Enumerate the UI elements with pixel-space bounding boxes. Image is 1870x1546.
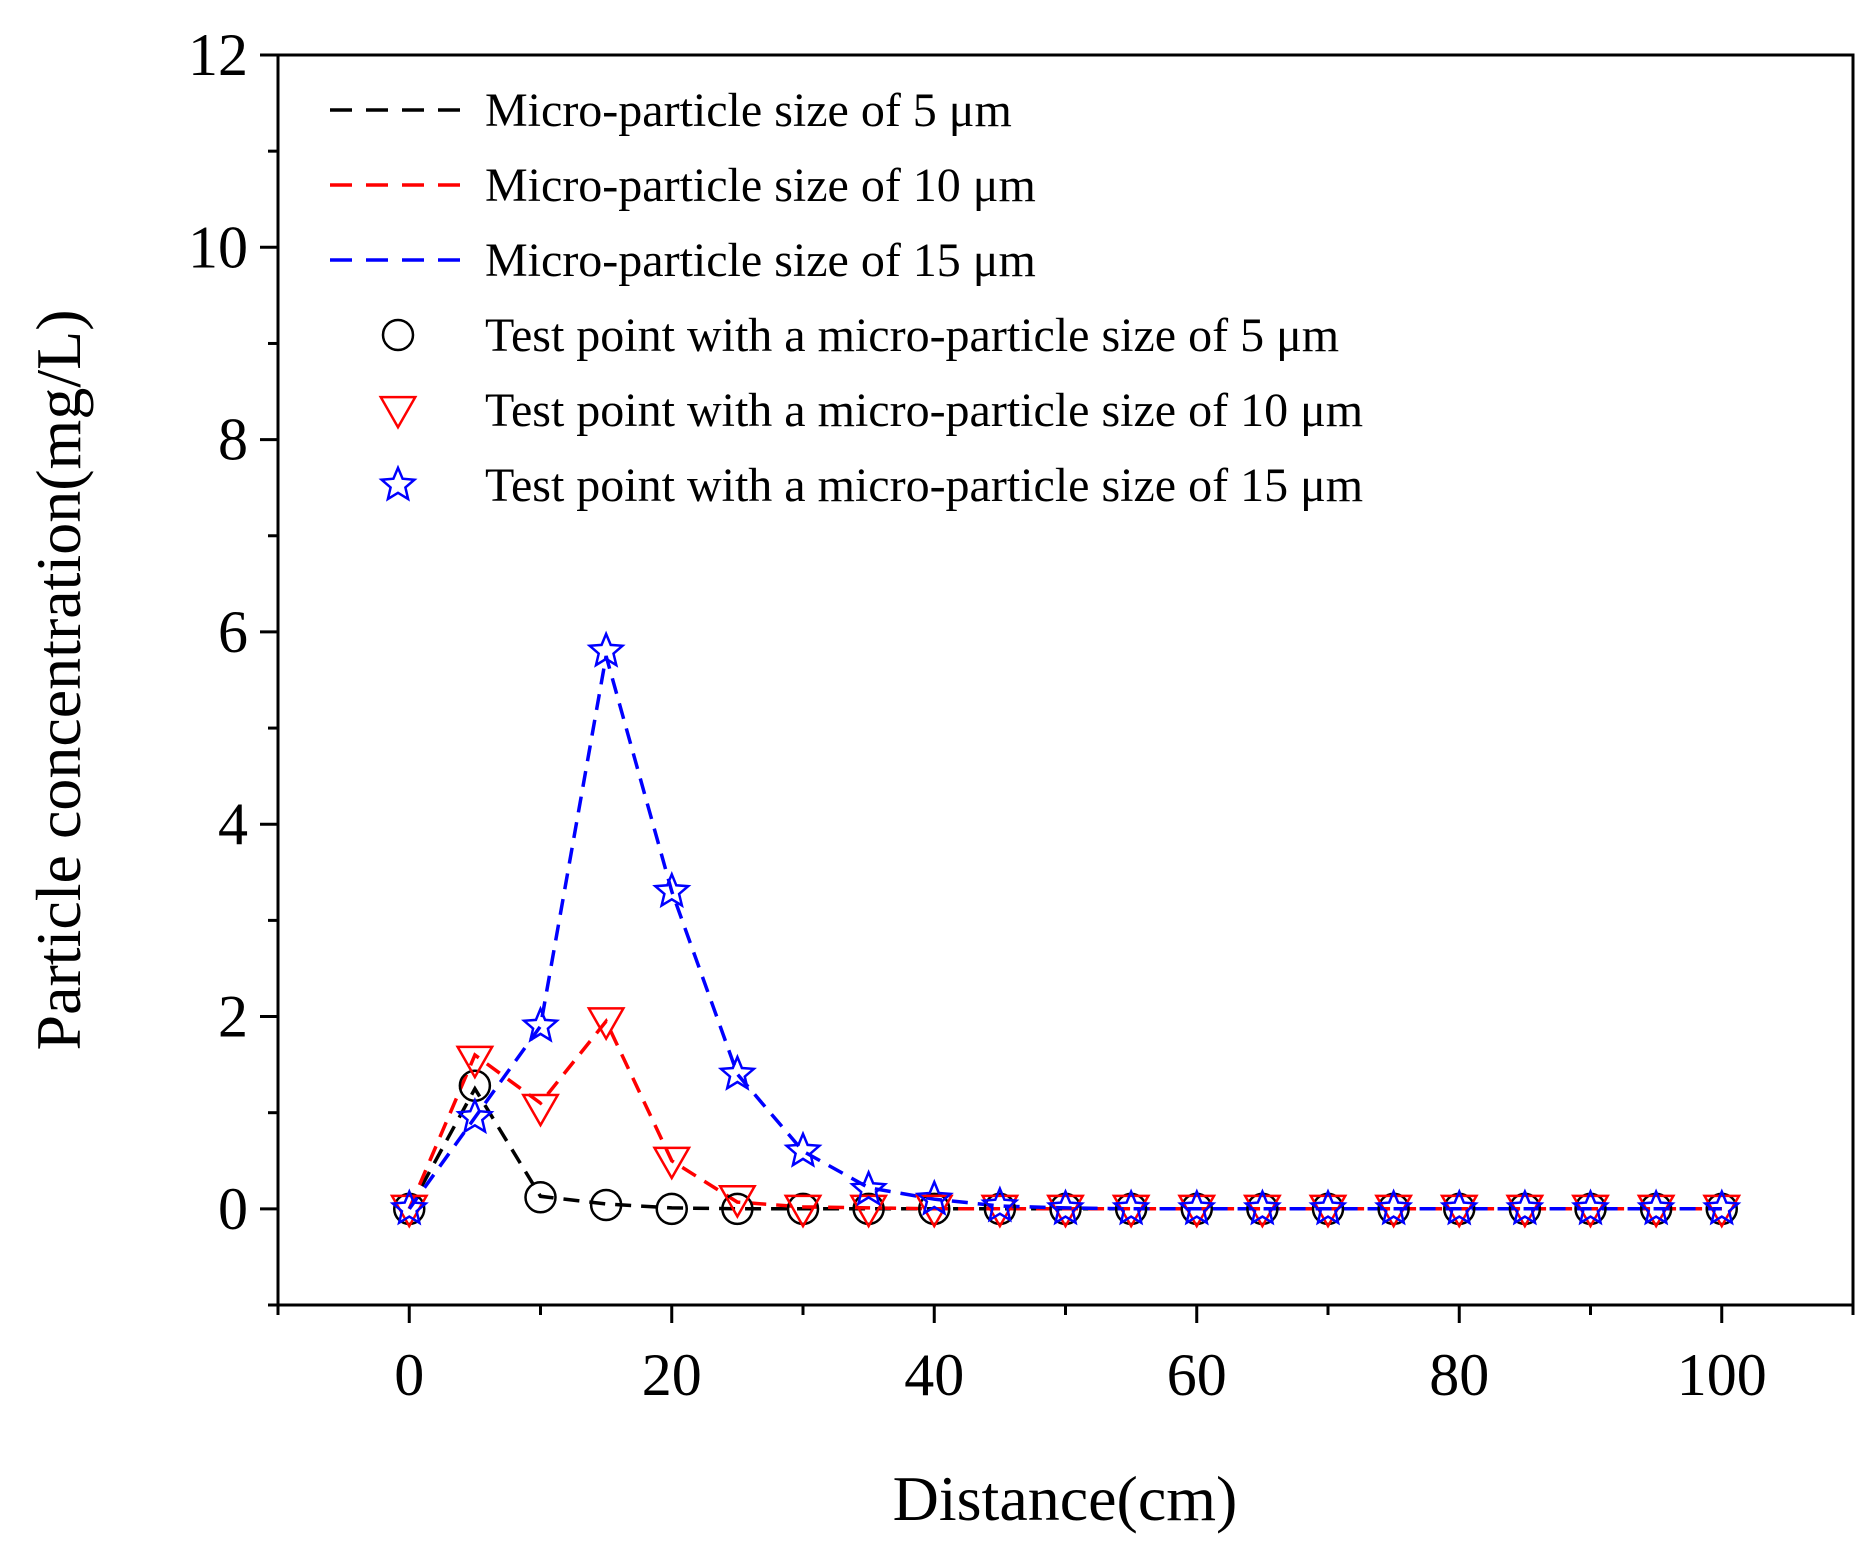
- y-tick-label: 12: [188, 22, 248, 88]
- data-point-star: [1702, 1188, 1742, 1226]
- x-tick-label: 20: [642, 1342, 702, 1408]
- data-point-star: [1242, 1188, 1282, 1226]
- x-tick-label: 0: [394, 1342, 424, 1408]
- data-point-circle: [524, 1181, 557, 1214]
- y-tick-label: 4: [218, 791, 248, 857]
- marker-layer: [389, 630, 1742, 1229]
- legend-swatch-triangle-down: [378, 395, 418, 430]
- data-point-star: [849, 1169, 889, 1207]
- data-point-star: [1045, 1188, 1086, 1226]
- x-axis-title: Distance(cm): [893, 1463, 1238, 1534]
- data-point-star: [914, 1178, 954, 1216]
- data-point-star: [455, 1097, 495, 1135]
- x-tick-label: 60: [1167, 1342, 1227, 1408]
- data-point-star: [1308, 1188, 1348, 1226]
- data-point-triangle-down: [717, 1185, 757, 1220]
- data-point-star: [586, 630, 626, 668]
- x-tick-label: 40: [904, 1342, 964, 1408]
- data-point-star: [1374, 1188, 1414, 1226]
- data-point-star: [1570, 1188, 1611, 1226]
- data-point-triangle-down: [586, 1007, 626, 1042]
- axes: 0 20 40 60 80 100 0 2 4 6 8 10 12: [188, 22, 1855, 1408]
- data-point-triangle-down: [455, 1045, 495, 1080]
- x-tick-label: 100: [1677, 1342, 1767, 1408]
- legend-label: Test point with a micro-particle size of…: [485, 384, 1363, 437]
- legend-label: Micro-particle size of 15 μm: [485, 234, 1036, 287]
- data-point-star: [1111, 1188, 1151, 1226]
- series-layer: [407, 655, 1722, 1211]
- y-tick-label: 8: [218, 407, 248, 473]
- data-point-circle: [655, 1192, 688, 1226]
- data-point-star: [1177, 1188, 1217, 1226]
- y-tick-label: 0: [218, 1176, 248, 1242]
- series-line-3: [407, 655, 1722, 1211]
- legend-label: Test point with a micro-particle size of…: [485, 459, 1363, 512]
- legend-label: Micro-particle size of 5 μm: [485, 84, 1012, 137]
- x-tick-label: 80: [1429, 1342, 1489, 1408]
- legend: Micro-particle size of 5 μm Micro-particl…: [330, 84, 1363, 512]
- y-axis-title: Particle concentration(mg/L): [23, 309, 94, 1050]
- data-point-star: [1636, 1188, 1676, 1226]
- data-point-star: [1505, 1188, 1545, 1226]
- y-tick-label: 2: [218, 984, 248, 1050]
- data-point-circle: [589, 1188, 623, 1222]
- y-tick-label: 6: [218, 599, 248, 665]
- legend-label: Micro-particle size of 10 μm: [485, 159, 1036, 212]
- data-point-triangle-down: [849, 1194, 889, 1229]
- data-point-star: [717, 1053, 757, 1091]
- legend-swatch-circle: [381, 318, 415, 352]
- data-point-circle: [721, 1192, 754, 1226]
- data-point-triangle-down: [652, 1146, 692, 1181]
- data-point-star: [783, 1130, 823, 1168]
- data-point-triangle-down: [521, 1093, 560, 1128]
- data-point-star: [980, 1185, 1020, 1223]
- data-point-star: [389, 1188, 429, 1226]
- y-tick-label: 10: [188, 214, 248, 280]
- data-point-star: [521, 1005, 560, 1043]
- legend-label: Test point with a micro-particle size of…: [485, 309, 1339, 362]
- data-point-star: [652, 871, 692, 909]
- legend-swatch-star: [378, 464, 418, 502]
- data-point-triangle-down: [783, 1194, 823, 1229]
- data-point-star: [1439, 1188, 1479, 1226]
- series-line-2: [407, 1018, 1722, 1211]
